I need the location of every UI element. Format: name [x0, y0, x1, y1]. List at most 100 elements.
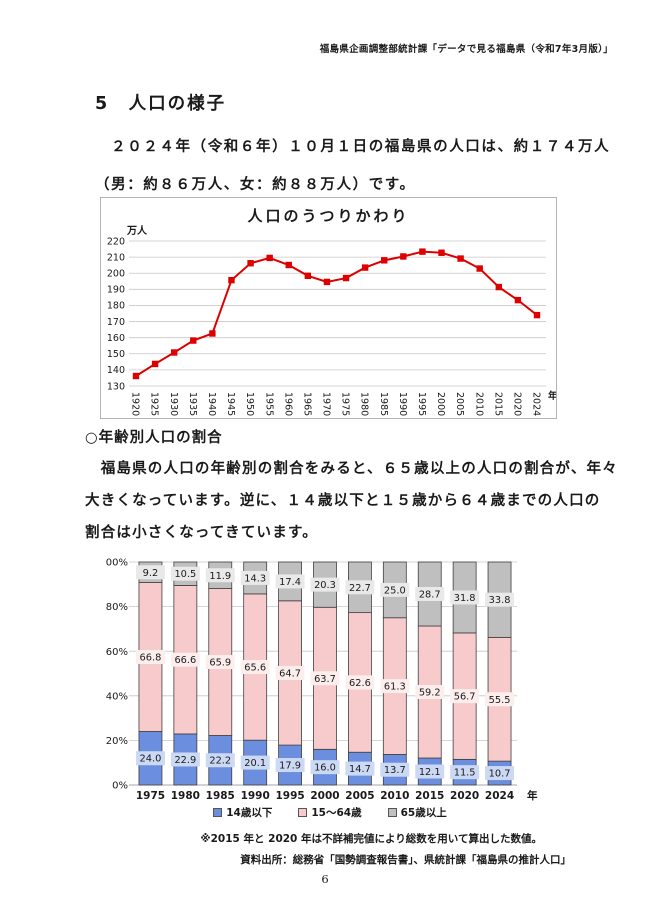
svg-text:1935: 1935 — [187, 392, 198, 416]
legend-label-over65: 65歳以上 — [400, 807, 447, 819]
svg-text:56.7: 56.7 — [454, 692, 476, 703]
body-text-line2: （男：約８６万人、女：約８８万人）です。 — [95, 177, 416, 193]
svg-text:160: 160 — [107, 333, 125, 344]
legend-label-15to64: 15〜64歳 — [311, 807, 362, 819]
svg-text:64.7: 64.7 — [279, 668, 301, 679]
svg-text:62.6: 62.6 — [349, 678, 371, 689]
svg-text:20%: 20% — [106, 736, 128, 747]
svg-text:2000: 2000 — [310, 790, 339, 802]
svg-text:14.3: 14.3 — [244, 573, 266, 584]
svg-text:180: 180 — [107, 301, 125, 312]
svg-text:年: 年 — [527, 789, 538, 802]
svg-text:1940: 1940 — [206, 392, 217, 416]
svg-text:17.4: 17.4 — [279, 577, 301, 588]
svg-text:1965: 1965 — [301, 392, 312, 416]
svg-text:1985: 1985 — [206, 790, 235, 802]
subsection-text-line2: 大きくなっています。逆に、１４歳以下と１５歳から６４歳までの人口の — [85, 493, 601, 509]
svg-text:22.9: 22.9 — [174, 755, 196, 766]
legend-swatch-15to64-icon — [298, 808, 308, 817]
svg-text:65.6: 65.6 — [244, 663, 266, 674]
svg-text:1925: 1925 — [149, 392, 160, 416]
svg-text:33.8: 33.8 — [489, 595, 511, 606]
svg-text:200: 200 — [107, 269, 125, 280]
bar-chart-canvas: 0% 20% 40% 60% 80% 100% 24.0 66.8 9.2 1975 22.9 66.… — [105, 558, 538, 802]
svg-text:150: 150 — [107, 349, 125, 360]
svg-text:60%: 60% — [106, 647, 128, 658]
data-source: 資料出所：総務省「国勢調査報告書」、県統計課「福島県の推計人口」 — [240, 854, 571, 866]
svg-text:2024: 2024 — [531, 392, 542, 416]
svg-text:1955: 1955 — [263, 392, 274, 416]
svg-text:210: 210 — [107, 252, 125, 263]
svg-text:2005: 2005 — [454, 392, 465, 416]
section-title: 5 人口の様子 — [95, 94, 227, 114]
svg-text:2005: 2005 — [345, 790, 374, 802]
subsection-text-line1: 福島県の人口の年齢別の割合をみると、６５歳以上の人口の割合が、年々 — [85, 461, 618, 477]
svg-text:1970: 1970 — [321, 392, 332, 416]
subsection-title: ○年齢別人口の割合 — [85, 430, 223, 446]
svg-text:80%: 80% — [106, 602, 128, 613]
svg-text:1980: 1980 — [171, 790, 200, 802]
legend-item-over65: 65歳以上 — [387, 805, 447, 820]
svg-text:1945: 1945 — [225, 392, 236, 416]
svg-text:17.9: 17.9 — [279, 761, 301, 772]
legend-swatch-under14-icon — [213, 808, 223, 817]
svg-text:130: 130 — [107, 381, 125, 392]
svg-text:1995: 1995 — [416, 392, 427, 416]
subsection-text-line3: 割合は小さくなってきています。 — [85, 525, 318, 541]
data-footnote: ※2015 年と 2020 年は不詳補完値により総数を用いて算出した数値。 — [200, 833, 542, 845]
svg-text:220: 220 — [107, 236, 125, 247]
age-distribution-bar-chart: 0% 20% 40% 60% 80% 100% 24.0 66.8 9.2 1975 22.9 66.… — [105, 552, 555, 842]
svg-text:万人: 万人 — [126, 224, 148, 237]
bar-chart-legend: 14歳以下 15〜64歳 65歳以上 — [105, 805, 555, 820]
svg-text:2020: 2020 — [512, 392, 523, 416]
svg-text:61.3: 61.3 — [384, 682, 406, 693]
svg-text:1980: 1980 — [359, 392, 370, 416]
svg-text:20.3: 20.3 — [314, 580, 336, 591]
svg-text:140: 140 — [107, 365, 125, 376]
svg-text:10.7: 10.7 — [489, 769, 511, 780]
svg-text:1990: 1990 — [241, 790, 270, 802]
page-number: 6 — [321, 872, 329, 886]
svg-text:65.9: 65.9 — [209, 658, 231, 669]
svg-text:66.8: 66.8 — [140, 652, 162, 663]
svg-text:1995: 1995 — [275, 790, 304, 802]
svg-text:2010: 2010 — [380, 790, 409, 802]
svg-text:24.0: 24.0 — [140, 754, 162, 765]
svg-text:年: 年 — [548, 390, 556, 402]
legend-item-under14: 14歳以下 — [213, 805, 272, 820]
svg-text:2020: 2020 — [450, 790, 479, 802]
body-text-line1: ２０２４年（令和６年）１０月１日の福島県の人口は、約１７４万人 — [95, 139, 611, 155]
svg-text:63.7: 63.7 — [314, 674, 336, 685]
svg-text:66.6: 66.6 — [174, 655, 196, 666]
svg-text:9.2: 9.2 — [143, 568, 159, 579]
svg-text:100%: 100% — [105, 558, 128, 569]
svg-text:2000: 2000 — [435, 392, 446, 416]
svg-text:20.1: 20.1 — [244, 758, 266, 769]
svg-text:1920: 1920 — [130, 392, 141, 416]
svg-text:1960: 1960 — [282, 392, 293, 416]
svg-text:190: 190 — [107, 285, 125, 296]
svg-text:59.2: 59.2 — [419, 688, 441, 699]
population-line-chart: 人口のうつりかわり 130 140 150 160 170 180 190 200 210 220… — [100, 197, 557, 419]
svg-text:1950: 1950 — [244, 392, 255, 416]
svg-text:55.5: 55.5 — [489, 695, 511, 706]
line-chart-title: 人口のうつりかわり — [247, 207, 410, 225]
svg-text:31.8: 31.8 — [454, 593, 476, 604]
svg-text:1975: 1975 — [340, 392, 351, 416]
svg-text:14.7: 14.7 — [349, 764, 371, 775]
svg-text:13.7: 13.7 — [384, 765, 406, 776]
svg-text:1975: 1975 — [136, 790, 165, 802]
svg-text:170: 170 — [107, 317, 125, 328]
svg-text:22.7: 22.7 — [349, 583, 371, 594]
svg-text:11.9: 11.9 — [209, 571, 231, 582]
svg-text:22.2: 22.2 — [209, 756, 231, 767]
svg-text:2010: 2010 — [473, 392, 484, 416]
svg-text:1985: 1985 — [378, 392, 389, 416]
svg-text:12.1: 12.1 — [419, 767, 441, 778]
svg-text:2015: 2015 — [492, 392, 503, 416]
svg-text:1990: 1990 — [397, 392, 408, 416]
legend-swatch-over65-icon — [387, 808, 397, 817]
legend-label-under14: 14歳以下 — [226, 807, 273, 819]
svg-text:10.5: 10.5 — [174, 569, 196, 580]
